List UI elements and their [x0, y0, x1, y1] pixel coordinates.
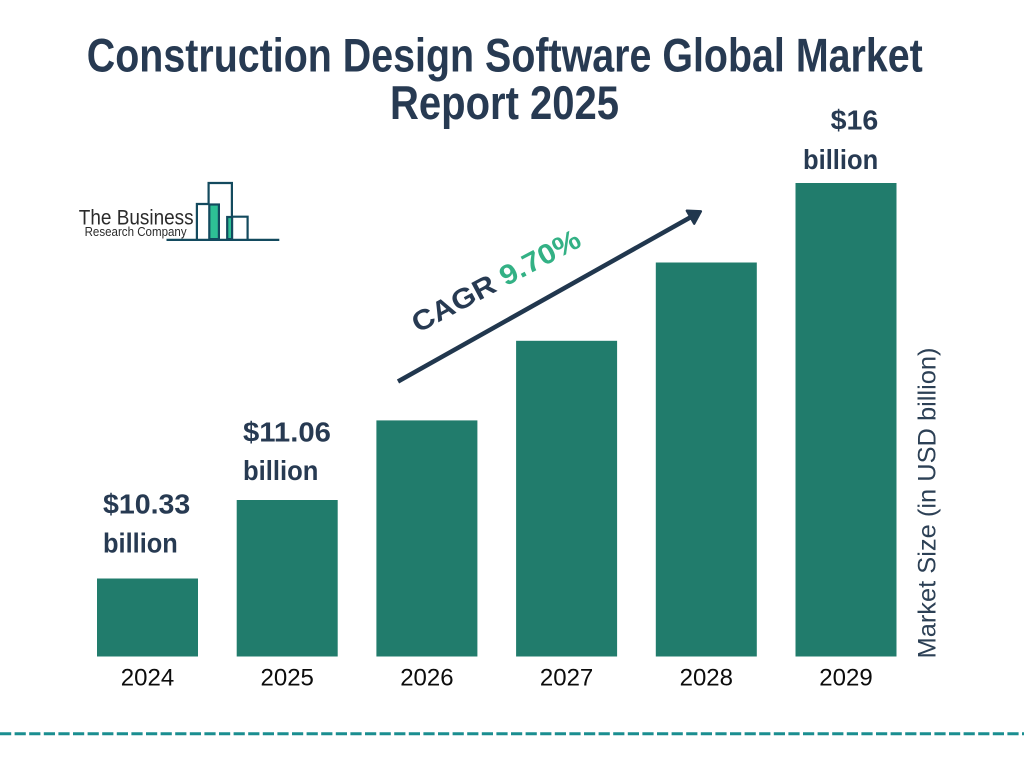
svg-text:2025: 2025 [261, 664, 314, 691]
svg-text:2029: 2029 [819, 664, 872, 691]
svg-text:2026: 2026 [400, 664, 453, 691]
svg-text:The Business: The Business [79, 205, 194, 229]
svg-text:Market Size (in USD billion): Market Size (in USD billion) [914, 348, 942, 659]
svg-text:$10.33: $10.33 [103, 489, 190, 520]
svg-text:billion: billion [103, 527, 178, 558]
svg-text:billion: billion [803, 144, 878, 175]
svg-text:Research Company: Research Company [85, 225, 188, 239]
svg-text:$16: $16 [831, 105, 879, 136]
svg-text:Construction Design Software G: Construction Design Software Global Mark… [87, 28, 923, 81]
svg-text:$11.06: $11.06 [243, 416, 331, 447]
svg-text:2028: 2028 [680, 664, 733, 691]
svg-text:2024: 2024 [121, 664, 174, 691]
svg-text:2027: 2027 [540, 664, 593, 691]
svg-text:billion: billion [243, 455, 318, 486]
svg-text:Report 2025: Report 2025 [390, 76, 619, 129]
